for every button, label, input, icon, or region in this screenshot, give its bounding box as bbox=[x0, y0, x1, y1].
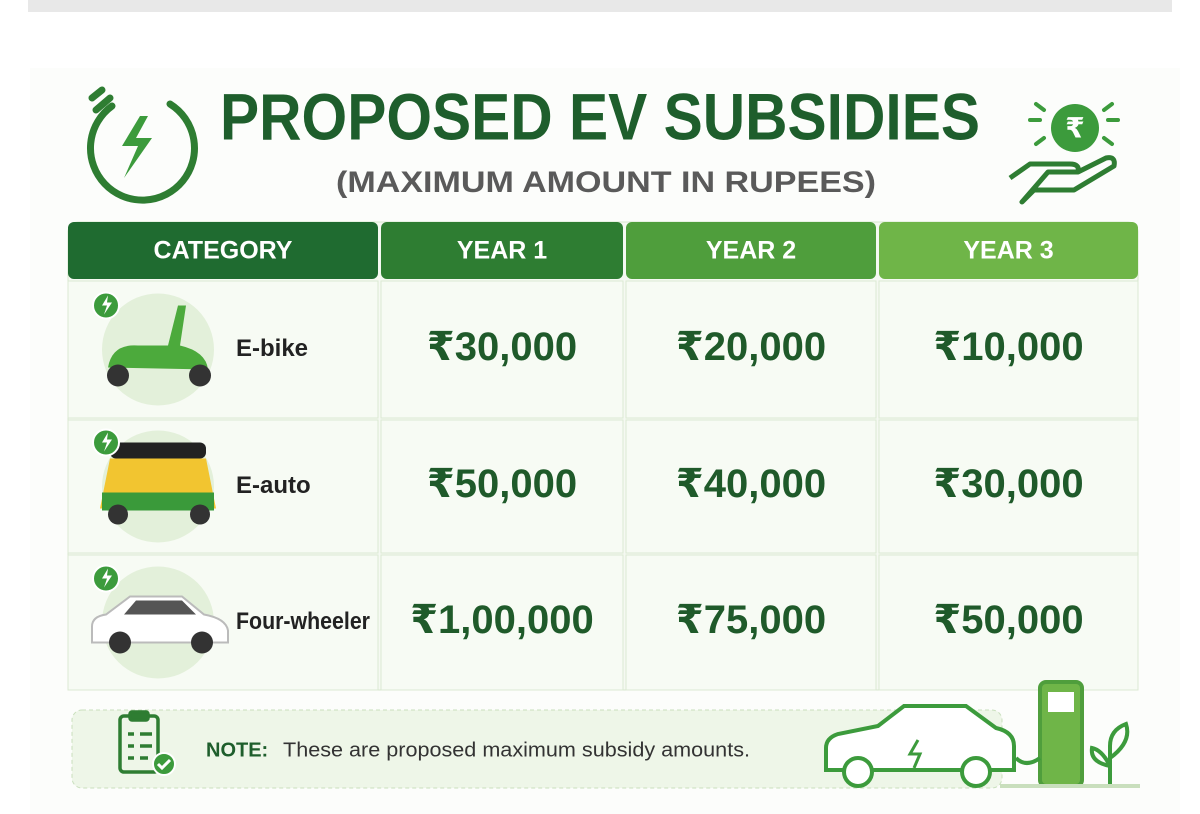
body-cell bbox=[625, 419, 877, 554]
subsidy-value: ₹20,000 bbox=[676, 325, 826, 369]
body-cell bbox=[380, 419, 624, 554]
header-label: CATEGORY bbox=[154, 237, 293, 265]
vehicle-icon bbox=[92, 428, 216, 543]
body-cell bbox=[625, 554, 877, 691]
body-cell bbox=[878, 280, 1139, 419]
body-cell bbox=[380, 554, 624, 691]
header-label: YEAR 1 bbox=[457, 237, 547, 265]
note-label: NOTE: bbox=[206, 739, 268, 761]
auto-base bbox=[102, 492, 214, 511]
clipboard-icon bbox=[118, 710, 176, 776]
header-cell bbox=[626, 222, 876, 279]
table: CATEGORY YEAR 1 YEAR 2 YEAR 3 E-bike ₹30,000 ₹… bbox=[67, 221, 1139, 691]
car-window bbox=[124, 600, 196, 615]
svg-text:₹: ₹ bbox=[1065, 112, 1084, 143]
title: PROPOSED EV SUBSIDIES bbox=[220, 79, 980, 153]
subsidy-value: ₹40,000 bbox=[676, 462, 826, 506]
auto-roof bbox=[110, 442, 206, 459]
header-cell bbox=[381, 222, 623, 279]
subsidy-value: ₹1,00,000 bbox=[410, 598, 594, 642]
wheel bbox=[189, 364, 211, 387]
header-label: YEAR 2 bbox=[706, 237, 796, 265]
subsidy-value: ₹50,000 bbox=[427, 462, 577, 506]
vehicle-icon bbox=[91, 564, 229, 679]
category-label: E-auto bbox=[236, 472, 311, 499]
body-cell bbox=[878, 554, 1139, 691]
subsidy-value: ₹30,000 bbox=[933, 462, 1083, 506]
vehicle-icon bbox=[92, 291, 214, 406]
wheel bbox=[107, 364, 129, 387]
bolt bbox=[102, 432, 112, 452]
bolt bbox=[102, 295, 112, 315]
subsidy-value: ₹10,000 bbox=[933, 325, 1083, 369]
car-body bbox=[91, 595, 229, 644]
header-cell bbox=[879, 222, 1138, 279]
wheel bbox=[191, 631, 213, 654]
rupee-hand-icon: ₹ bbox=[1008, 102, 1120, 205]
body-cell bbox=[625, 280, 877, 419]
body-cell bbox=[380, 280, 624, 419]
wheel bbox=[190, 504, 210, 525]
subsidy-value: ₹50,000 bbox=[933, 598, 1083, 642]
top-bar bbox=[28, 0, 1172, 12]
subsidy-value: ₹30,000 bbox=[427, 325, 577, 369]
bolt bbox=[102, 568, 112, 588]
subtitle: (MAXIMUM AMOUNT IN RUPEES) bbox=[336, 166, 876, 199]
scooter bbox=[108, 305, 208, 370]
category-label: E-bike bbox=[236, 335, 308, 362]
car-charger-icon bbox=[824, 680, 1140, 788]
wheel bbox=[108, 504, 128, 525]
header-label: YEAR 3 bbox=[963, 237, 1053, 265]
header-cell bbox=[68, 222, 378, 279]
wheel bbox=[109, 631, 131, 654]
subsidy-value: ₹75,000 bbox=[676, 598, 826, 642]
note-text: These are proposed maximum subsidy amoun… bbox=[283, 739, 750, 761]
category-label: Four-wheeler bbox=[236, 608, 370, 635]
body-cell bbox=[878, 419, 1139, 554]
plug-icon bbox=[87, 86, 198, 204]
